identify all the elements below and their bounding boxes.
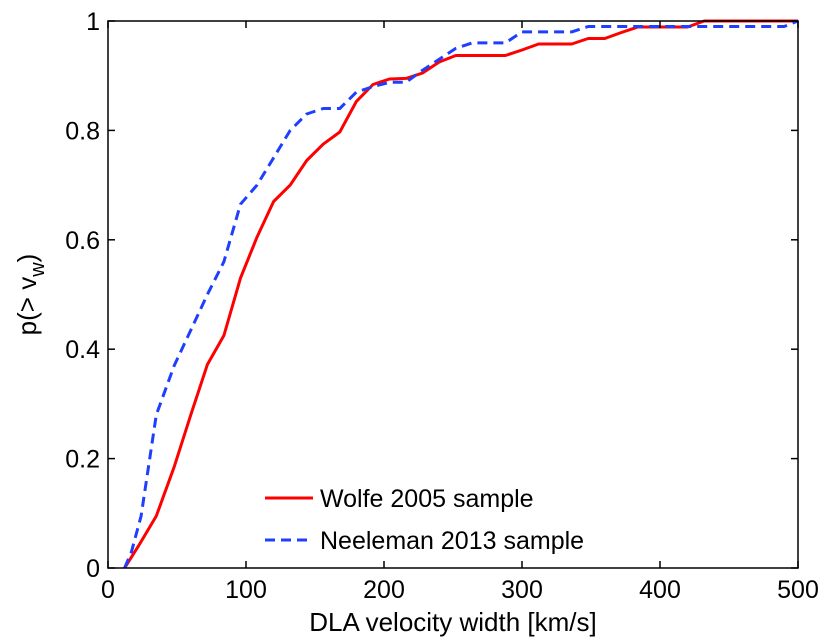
series-line-wolfe	[123, 19, 798, 569]
x-tick-label: 0	[101, 576, 115, 604]
y-axis-label-subscript: w	[27, 262, 49, 278]
x-axis-label: DLA velocity width [km/s]	[309, 607, 597, 637]
plot-frame	[107, 20, 799, 569]
y-tick-label: 0	[86, 555, 100, 583]
legend: Wolfe 2005 sample Neeleman 2013 sample	[265, 485, 584, 555]
y-axis-label-close: )	[12, 254, 42, 263]
y-tick-label: 0.4	[65, 336, 100, 364]
y-tick-label: 0.8	[65, 117, 100, 145]
x-tick-label: 300	[501, 576, 543, 604]
y-axis-label: p(> vw)	[12, 254, 49, 336]
x-tick-label: 200	[363, 576, 405, 604]
y-tick-label: 0.2	[65, 446, 100, 474]
legend-label-wolfe: Wolfe 2005 sample	[320, 485, 534, 513]
series-line-neeleman	[123, 19, 799, 569]
y-axis-label-main: p(> v	[12, 277, 42, 336]
y-tick-label: 0.6	[65, 227, 100, 255]
x-tick-label: 100	[225, 576, 267, 604]
x-tick-label: 500	[777, 576, 819, 604]
y-tick-label: 1	[86, 8, 100, 36]
x-tick-label: 400	[639, 576, 681, 604]
legend-label-neeleman: Neeleman 2013 sample	[320, 527, 584, 555]
